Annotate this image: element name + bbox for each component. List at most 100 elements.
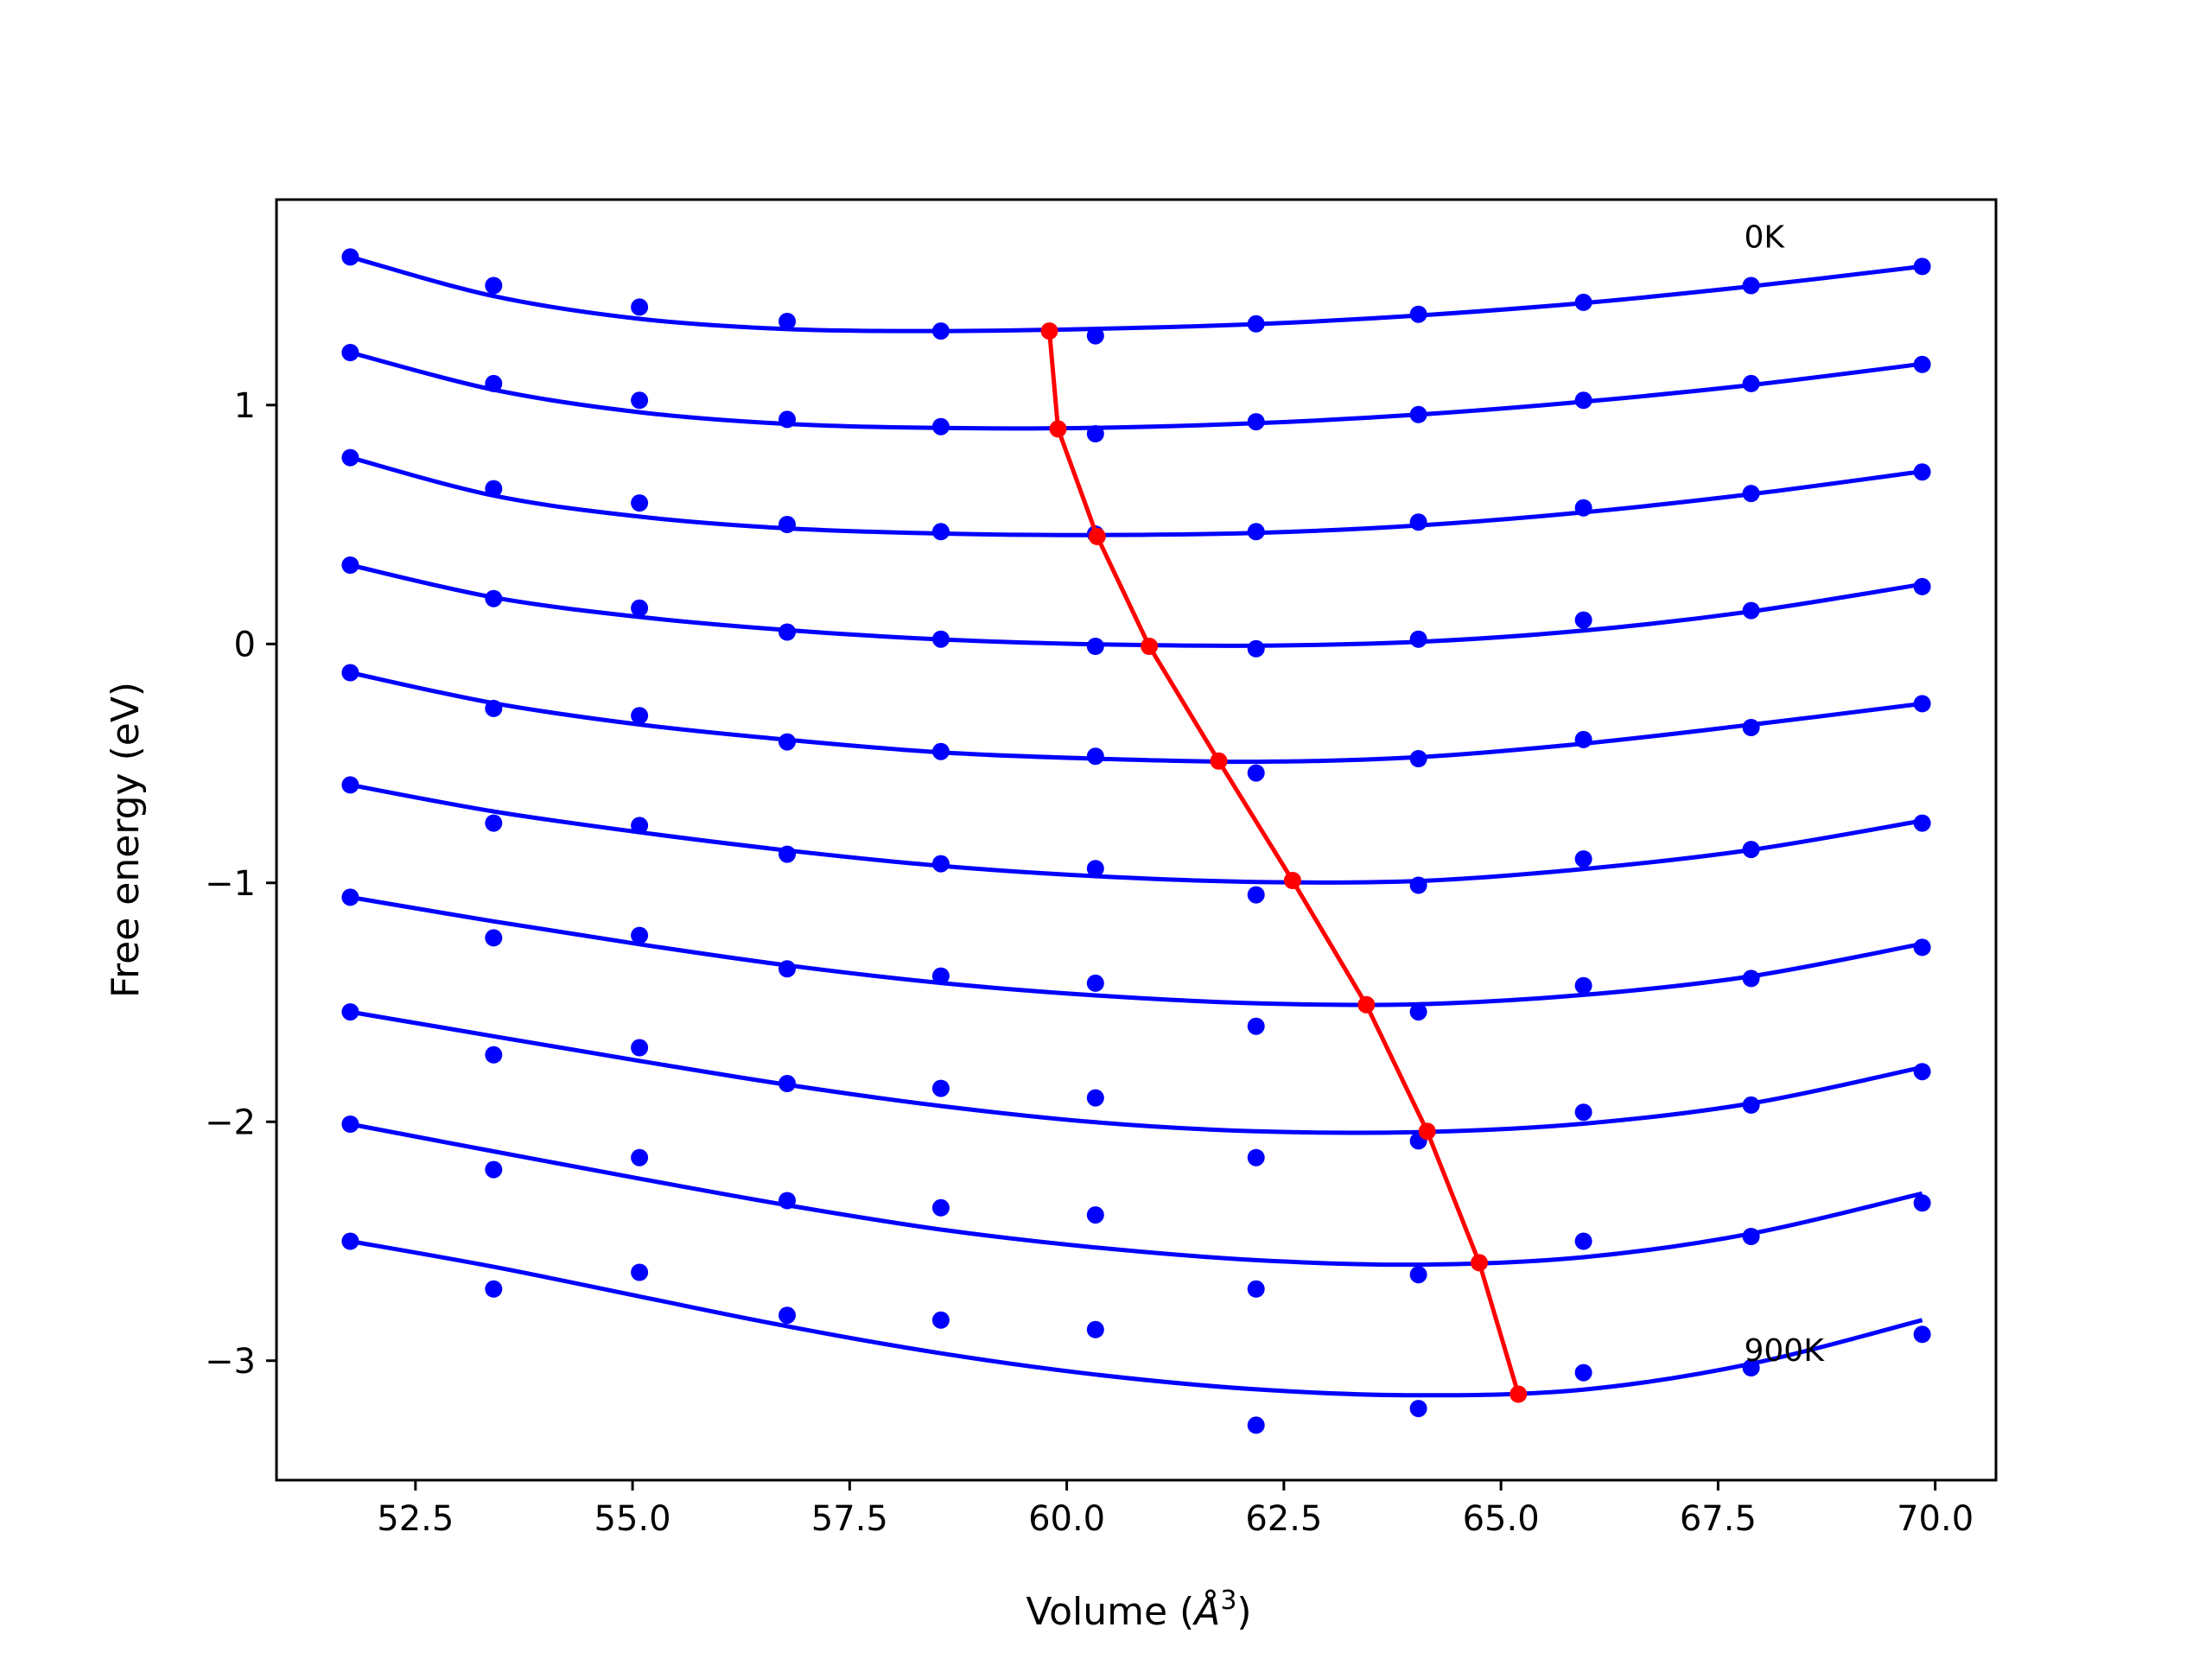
- series-4-point-5: [1086, 747, 1104, 766]
- series-9-fit-line: [349, 1239, 1923, 1398]
- plot-area: [341, 248, 1931, 1434]
- minimum-point-9: [1510, 1385, 1528, 1403]
- x-axis-unit: Å: [1192, 1588, 1220, 1634]
- series-0-point-6: [1247, 315, 1265, 333]
- series-3-point-5: [1086, 638, 1104, 655]
- x-tick-label-7: 70.0: [1897, 1499, 1974, 1539]
- annotation-0k: 0K: [1745, 219, 1786, 255]
- y-tick-label-4: 1: [234, 386, 256, 426]
- series-6-point-2: [631, 926, 649, 944]
- series-3-point-0: [341, 556, 359, 574]
- series-5-point-8: [1574, 850, 1592, 868]
- series-7-fit-line: [349, 1009, 1923, 1135]
- series-9-point-6: [1247, 1416, 1265, 1434]
- series-7-point-4: [931, 1079, 950, 1097]
- series-5-point-1: [485, 814, 503, 832]
- series-2-point-6: [1247, 523, 1265, 541]
- series-1-point-0: [341, 344, 359, 361]
- series-6-point-10: [1913, 938, 1931, 957]
- series-4-point-10: [1913, 695, 1931, 713]
- series-0-point-10: [1913, 257, 1931, 276]
- series-4-point-1: [485, 699, 503, 717]
- series-8-point-2: [631, 1148, 649, 1166]
- series-3-point-8: [1574, 611, 1592, 629]
- series-8-fit-line: [349, 1122, 1923, 1268]
- series-9-point-2: [631, 1263, 649, 1281]
- minimum-point-5: [1283, 872, 1301, 889]
- series-6-point-4: [931, 967, 950, 985]
- series-5-point-7: [1409, 876, 1427, 894]
- minima-line: [1047, 330, 1521, 1395]
- series-1-point-7: [1409, 405, 1427, 423]
- x-tick-label-1: 55.0: [594, 1499, 671, 1539]
- series-7-point-5: [1086, 1089, 1104, 1107]
- series-6-point-6: [1247, 1017, 1265, 1035]
- series-7-point-1: [485, 1046, 503, 1064]
- series-8-point-6: [1247, 1280, 1265, 1298]
- series-1-point-9: [1742, 374, 1760, 392]
- series-0-point-2: [631, 298, 649, 316]
- series-9-point-7: [1409, 1400, 1427, 1418]
- series-0-point-3: [779, 313, 796, 330]
- series-0-point-8: [1574, 293, 1592, 311]
- series-8-point-5: [1086, 1206, 1104, 1224]
- x-tick-label-0: 52.5: [377, 1499, 454, 1539]
- series-2-point-1: [485, 480, 503, 498]
- series-5-point-6: [1247, 886, 1265, 904]
- x-axis-label-text: Volume (: [1026, 1590, 1194, 1634]
- minimum-point-4: [1210, 752, 1228, 770]
- series-2-point-10: [1913, 463, 1931, 481]
- series-2-point-2: [631, 494, 649, 512]
- x-axis-unit-exponent: 3: [1220, 1586, 1236, 1616]
- series-2-point-3: [779, 516, 796, 533]
- series-8-point-3: [779, 1192, 796, 1210]
- series-0-point-7: [1409, 305, 1427, 323]
- series-5-point-5: [1086, 860, 1104, 878]
- minimum-point-1: [1049, 420, 1067, 438]
- series-5-point-2: [631, 817, 649, 835]
- series-3-point-7: [1409, 630, 1427, 648]
- minimum-point-8: [1471, 1254, 1488, 1272]
- minimum-point-3: [1141, 638, 1159, 655]
- series-2-point-4: [931, 523, 950, 541]
- axes: 52.5 55.0 57.5 60.0 62.5 65.0 67.5 70.0 −3 −2 −1 0 1: [205, 386, 1974, 1539]
- series-8-point-9: [1742, 1228, 1760, 1245]
- y-tick-label-2: −1: [205, 864, 256, 904]
- series-3-point-3: [779, 623, 796, 641]
- series-1-point-4: [931, 417, 950, 435]
- series-0-point-9: [1742, 276, 1760, 295]
- series-0-point-1: [485, 276, 503, 295]
- series-4-point-3: [779, 733, 796, 751]
- series-6-fit-line: [349, 894, 1923, 1007]
- y-tick-label-1: −2: [205, 1103, 256, 1142]
- x-tick-label-3: 60.0: [1028, 1499, 1105, 1539]
- series-7-point-3: [779, 1075, 796, 1092]
- series-7-point-6: [1247, 1148, 1265, 1166]
- x-axis-label-close: ): [1236, 1590, 1251, 1634]
- y-axis-label: Free energy (eV): [104, 682, 148, 998]
- series-0-point-0: [341, 248, 359, 266]
- series-1-point-1: [485, 374, 503, 392]
- x-tick-label-4: 62.5: [1245, 1499, 1322, 1539]
- series-2-point-9: [1742, 485, 1760, 503]
- series-9-point-4: [931, 1311, 950, 1329]
- series-1-point-2: [631, 391, 649, 410]
- series-0-point-4: [931, 322, 950, 340]
- y-tick-label-0: −3: [205, 1342, 256, 1382]
- minimum-point-6: [1357, 995, 1376, 1014]
- series-8-point-10: [1913, 1194, 1931, 1212]
- x-tick-label-6: 67.5: [1680, 1499, 1757, 1539]
- series-3-point-1: [485, 589, 503, 607]
- x-tick-label-5: 65.0: [1463, 1499, 1540, 1539]
- series-3-point-9: [1742, 601, 1760, 620]
- series-0-point-5: [1086, 327, 1104, 345]
- series-8-point-4: [931, 1198, 950, 1217]
- series-7-point-8: [1574, 1103, 1592, 1122]
- series-7-point-0: [341, 1003, 359, 1021]
- series-4-point-6: [1247, 764, 1265, 782]
- series-8-point-0: [341, 1116, 359, 1133]
- series-4-point-4: [931, 742, 950, 760]
- series-8-point-7: [1409, 1266, 1427, 1284]
- series-5-point-4: [931, 855, 950, 873]
